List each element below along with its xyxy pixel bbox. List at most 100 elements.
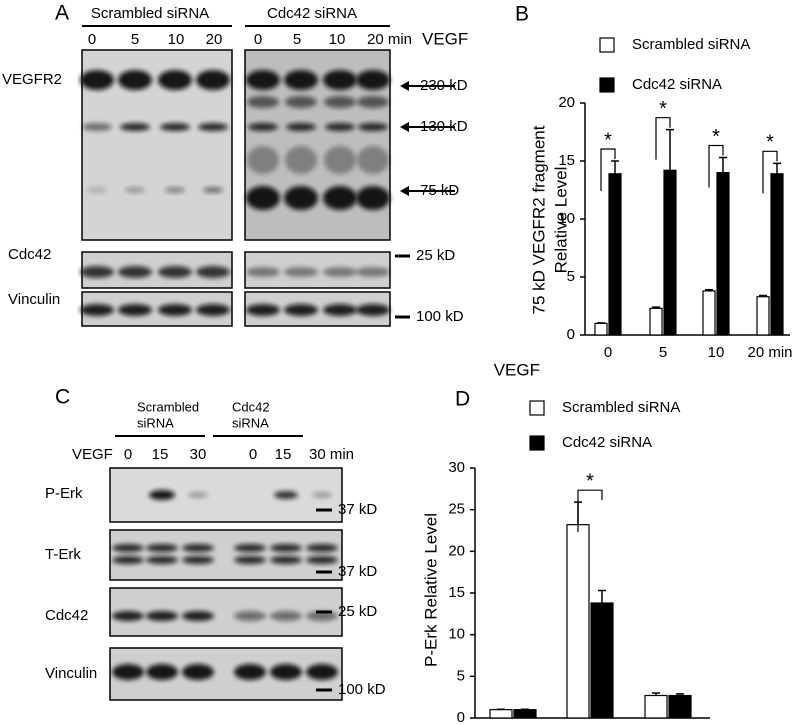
blot-band xyxy=(325,123,355,131)
blot-band xyxy=(146,544,178,552)
bar xyxy=(663,169,677,336)
blot-band xyxy=(182,664,214,680)
error-bar xyxy=(666,128,674,171)
bar xyxy=(649,307,663,336)
bar xyxy=(702,290,716,336)
bar xyxy=(594,322,608,336)
y-tick-label: 5 xyxy=(457,667,465,684)
row-label: Vinculin xyxy=(8,291,60,308)
marker-label: 25 kD xyxy=(416,247,455,264)
blot-band xyxy=(196,304,230,316)
blot-band xyxy=(306,664,338,680)
lane-label: 0 xyxy=(88,31,96,48)
group-label: Cdc42 siRNA xyxy=(267,5,357,22)
y-tick-label: 10 xyxy=(448,626,465,643)
blot-band xyxy=(284,304,318,316)
blot-band xyxy=(270,664,302,680)
lane-label: 10 xyxy=(329,31,346,48)
blot-band xyxy=(188,492,208,498)
blot-band xyxy=(234,556,266,564)
blot-band xyxy=(203,187,223,193)
blot-band xyxy=(285,146,317,174)
blot-band xyxy=(146,664,178,680)
blot-band xyxy=(270,544,302,552)
blot-band xyxy=(182,544,214,552)
row-label: T-Erk xyxy=(45,546,81,563)
blot-band xyxy=(234,544,266,552)
y-tick-label: 0 xyxy=(567,326,575,343)
lane-label: 30 min xyxy=(309,446,354,463)
row-label: Cdc42 xyxy=(8,246,51,263)
blot-band xyxy=(82,123,112,131)
marker-label: 130 kD xyxy=(420,118,468,135)
blot-band xyxy=(356,186,390,210)
significance-bracket xyxy=(708,144,724,188)
legend-label: Scrambled siRNA xyxy=(632,36,750,53)
significance-bracket xyxy=(577,489,603,533)
significance-label: * xyxy=(712,126,720,148)
significance-label: * xyxy=(586,470,594,492)
y-tick-label: 25 xyxy=(448,501,465,518)
error-bar xyxy=(705,289,713,291)
blot-band xyxy=(182,556,214,564)
y-tick-label: 10 xyxy=(558,210,575,227)
blot-band xyxy=(247,96,279,108)
row-label: Vinculin xyxy=(45,665,97,682)
error-bar xyxy=(676,693,684,696)
blot-band xyxy=(112,556,144,564)
error-bar xyxy=(598,589,606,603)
blot-band xyxy=(324,146,356,174)
error-bar xyxy=(611,160,619,174)
error-bar xyxy=(597,322,605,324)
legend-label: Scrambled siRNA xyxy=(562,399,680,416)
blot-band xyxy=(160,123,190,131)
blot-band xyxy=(286,123,316,131)
blot-band xyxy=(324,96,356,108)
significance-label: * xyxy=(766,132,774,154)
treatment-label: VEGF xyxy=(72,446,113,463)
significance-label: * xyxy=(604,129,612,151)
blot-box xyxy=(109,529,343,581)
lane-label: 20 min xyxy=(367,31,412,48)
y-axis-label: 75 kD VEGFR2 fragment xyxy=(529,125,548,314)
marker-label: 100 kD xyxy=(416,308,464,325)
blot-band xyxy=(112,544,144,552)
x-tick-label: 10 xyxy=(708,344,725,361)
lane-label: 0 xyxy=(124,446,132,463)
lane-label: 0 xyxy=(249,446,257,463)
x-tick-label: 5 xyxy=(659,344,667,361)
blot-band xyxy=(270,556,302,564)
blot-band xyxy=(118,70,152,90)
marker-label: 100 kD xyxy=(338,681,386,698)
blot-band xyxy=(356,267,390,277)
blot-band xyxy=(356,70,390,90)
legend-swatch xyxy=(529,400,545,416)
blot-band xyxy=(246,267,280,277)
panel-label: B xyxy=(515,3,529,26)
group-label: Scrambled xyxy=(137,399,199,414)
blot-band xyxy=(146,611,178,621)
group-label: siRNA xyxy=(137,415,174,430)
blot-band xyxy=(149,490,175,500)
arrow-head xyxy=(400,81,409,91)
y-tick-label: 20 xyxy=(448,542,465,559)
bar xyxy=(770,173,784,336)
blot-band xyxy=(246,304,280,316)
lane-label: 30 xyxy=(190,446,207,463)
marker-label: 230 kD xyxy=(420,77,468,94)
blot-band xyxy=(323,267,357,277)
blot-band xyxy=(112,664,144,680)
blot-band xyxy=(80,304,114,316)
blot-band xyxy=(358,123,388,131)
lane-label: 5 xyxy=(131,31,139,48)
lane-label: 15 xyxy=(275,446,292,463)
blot-band xyxy=(284,70,318,90)
blot-band xyxy=(80,70,114,90)
blot-band xyxy=(357,96,389,108)
blot-band xyxy=(312,492,332,498)
blot-band xyxy=(246,186,280,210)
blot-band xyxy=(247,146,279,174)
significance-label: * xyxy=(659,98,667,120)
blot-band xyxy=(196,266,230,278)
legend-swatch xyxy=(529,435,545,451)
